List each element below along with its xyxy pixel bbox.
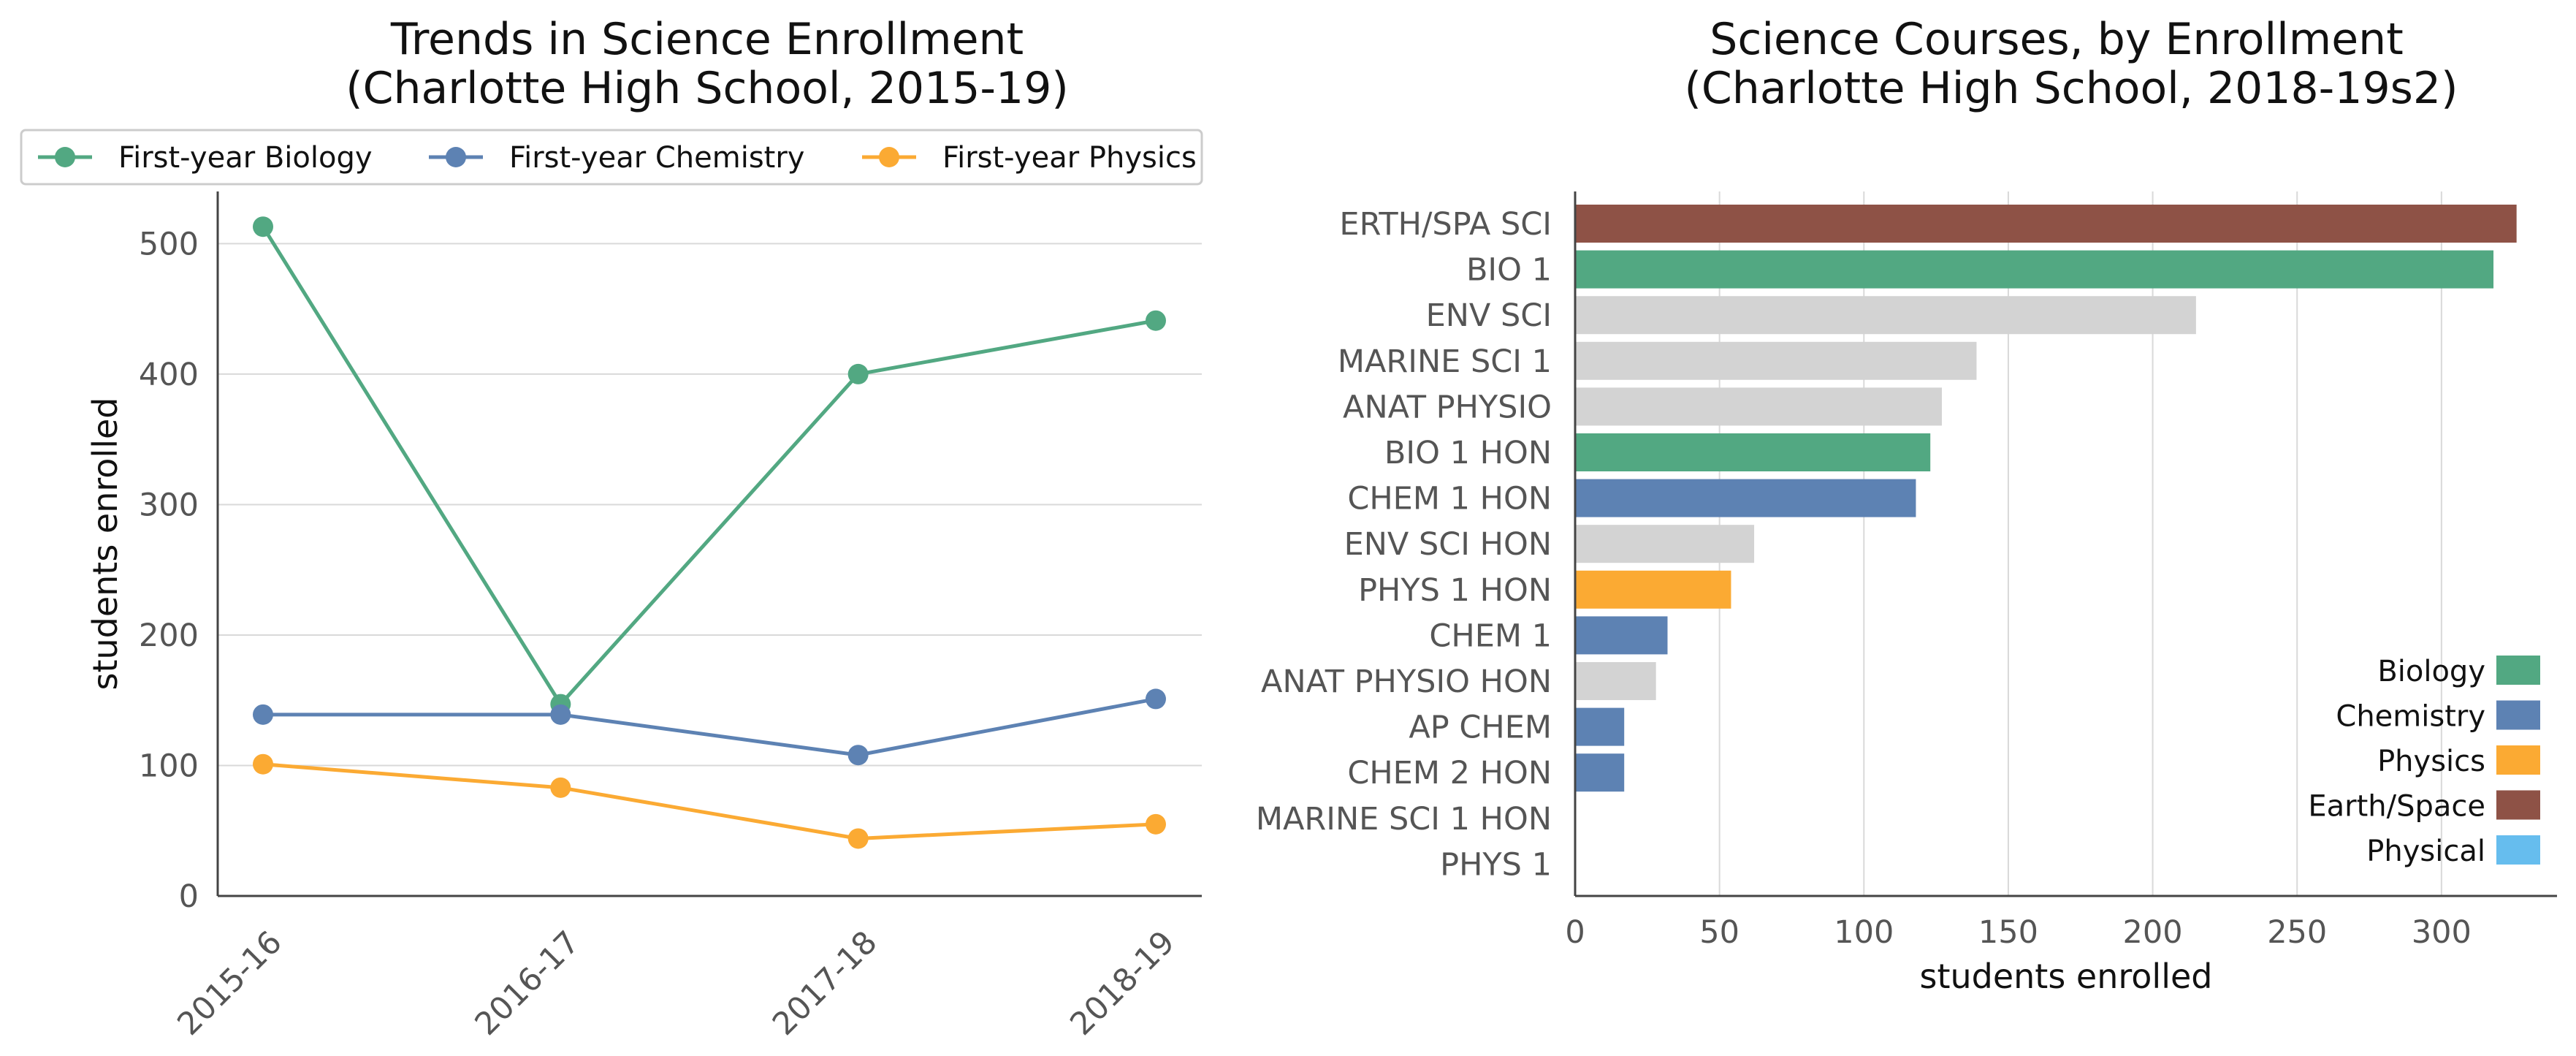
category-label: ENV SCI HON xyxy=(1344,526,1552,563)
bar xyxy=(1575,525,1755,563)
category-label: BIO 1 xyxy=(1466,252,1552,289)
x-tick-label: 2017-18 xyxy=(766,924,884,1042)
legend-label: First-year Biology xyxy=(118,141,373,175)
x-tick-label: 2016-17 xyxy=(468,924,587,1042)
data-point xyxy=(550,777,571,798)
x-tick-label: 2015-16 xyxy=(170,924,289,1042)
category-label: PHYS 1 HON xyxy=(1358,572,1552,609)
bar xyxy=(1575,296,2196,335)
y-tick-label: 100 xyxy=(139,748,199,784)
legend-swatch xyxy=(2496,700,2540,730)
line-chart-series xyxy=(253,216,1166,849)
legend-label: Physical xyxy=(2366,835,2485,868)
legend-marker xyxy=(879,147,899,167)
category-label: ERTH/SPA SCI xyxy=(1339,206,1552,243)
bar xyxy=(1575,570,1731,609)
category-label: PHYS 1 xyxy=(1440,846,1552,883)
line-chart-x-ticks: 2015-16 2016-17 2017-18 2018-19 xyxy=(170,924,1181,1042)
line-chart-y-ticks: 0 100 200 300 400 500 xyxy=(139,226,199,915)
category-label: MARINE SCI 1 xyxy=(1338,343,1552,380)
bar-chart-category-labels: ERTH/SPA SCI BIO 1 ENV SCI MARINE SCI 1 ANAT… xyxy=(1256,206,1552,883)
x-tick-label: 250 xyxy=(2267,914,2327,951)
x-tick-label: 50 xyxy=(1699,914,1739,951)
bar xyxy=(1575,662,1656,700)
legend-marker xyxy=(55,147,75,167)
legend-swatch xyxy=(2496,835,2540,865)
bar-chart-x-ticks: 0 50 100 150 200 250 300 xyxy=(1565,914,2472,951)
y-tick-label: 500 xyxy=(139,226,199,262)
bar xyxy=(1575,250,2494,289)
y-tick-label: 300 xyxy=(139,487,199,523)
data-point xyxy=(253,216,273,238)
x-tick-label: 2018-19 xyxy=(1063,924,1181,1042)
bar-chart-subtitle: (Charlotte High School, 2018-19s2) xyxy=(1684,63,2458,114)
line-chart: Trends in Science Enrollment (Charlotte … xyxy=(20,14,1203,1043)
data-point xyxy=(847,828,869,849)
data-point xyxy=(847,745,869,766)
x-tick-label: 100 xyxy=(1834,914,1894,951)
line-chart-y-axis-label: students enrolled xyxy=(85,398,125,691)
data-point xyxy=(1146,813,1166,835)
category-label: CHEM 2 HON xyxy=(1347,755,1552,791)
bar-chart-bars xyxy=(1575,205,2517,792)
category-label: MARINE SCI 1 HON xyxy=(1256,801,1552,837)
series-line xyxy=(262,762,1156,840)
data-point xyxy=(253,753,273,775)
bar-chart: Science Courses, by Enrollment (Charlott… xyxy=(1256,14,2557,996)
y-tick-label: 400 xyxy=(139,357,199,393)
bar-chart-legend: Biology Chemistry Physics Earth/Space Physic… xyxy=(2308,655,2540,868)
bar xyxy=(1575,433,1931,471)
legend-label: First-year Chemistry xyxy=(509,141,804,175)
x-tick-label: 0 xyxy=(1565,914,1585,951)
bar xyxy=(1575,387,1943,426)
category-label: ENV SCI xyxy=(1426,297,1552,334)
x-tick-label: 150 xyxy=(1978,914,2038,951)
x-tick-label: 300 xyxy=(2412,914,2472,951)
legend-label: First-year Physics xyxy=(942,141,1197,175)
y-tick-label: 200 xyxy=(139,618,199,654)
legend-swatch xyxy=(2496,656,2540,685)
legend-label: Physics xyxy=(2377,745,2485,778)
bar-chart-title: Science Courses, by Enrollment xyxy=(1710,14,2403,65)
legend-swatch xyxy=(2496,790,2540,820)
line-chart-grid xyxy=(218,243,1202,767)
bar xyxy=(1575,616,1668,655)
data-point xyxy=(1146,310,1166,331)
bar xyxy=(1575,205,2517,243)
legend-swatch xyxy=(2496,745,2540,775)
legend-label: Earth/Space xyxy=(2308,790,2485,824)
category-label: AP CHEM xyxy=(1409,710,1552,746)
legend-label: Biology xyxy=(2377,655,2485,688)
series-line xyxy=(263,696,1156,757)
category-label: CHEM 1 HON xyxy=(1347,481,1552,517)
bar xyxy=(1575,753,1625,792)
bar-chart-x-axis-label: students enrolled xyxy=(1920,957,2213,996)
x-tick-label: 200 xyxy=(2123,914,2183,951)
legend-label: Chemistry xyxy=(2336,700,2485,734)
line-chart-legend: First-year Biology First-year Chemistry Fi… xyxy=(20,129,1203,186)
bar xyxy=(1575,341,1977,380)
data-point xyxy=(550,704,571,725)
line-chart-title: Trends in Science Enrollment xyxy=(390,14,1024,65)
category-label: CHEM 1 xyxy=(1429,618,1552,654)
category-label: BIO 1 HON xyxy=(1384,435,1552,471)
data-point xyxy=(1146,688,1166,710)
bar xyxy=(1575,707,1625,746)
category-label: ANAT PHYSIO xyxy=(1343,389,1552,425)
legend-marker xyxy=(446,147,466,167)
bar xyxy=(1575,479,1916,517)
data-point xyxy=(847,363,869,384)
category-label: ANAT PHYSIO HON xyxy=(1261,664,1552,700)
y-tick-label: 0 xyxy=(179,878,199,915)
legend-frame xyxy=(20,129,1203,186)
data-point xyxy=(253,704,273,725)
line-chart-subtitle: (Charlotte High School, 2015-19) xyxy=(346,63,1069,114)
series-line xyxy=(261,225,1156,707)
